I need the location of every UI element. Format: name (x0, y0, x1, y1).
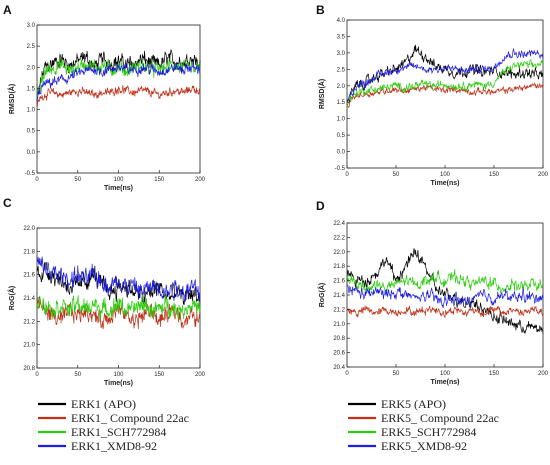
chart-panel-d: D 0 50 100 150 200 20.4 20.6 20.8 21.0 21.2 21.4 21.… (316, 199, 549, 386)
y-tick-label: 22.0 (23, 226, 35, 232)
series-line (36, 49, 201, 102)
y-axis-title: RMSD(Å) (7, 84, 16, 114)
y-tick-label: 22.2 (333, 235, 345, 241)
legend-label: ERK1_SCH772984 (71, 425, 166, 439)
y-tick-label: 2.5 (337, 67, 346, 73)
x-tick-label: 0 (345, 371, 349, 377)
series-line (36, 256, 201, 302)
y-tick-label: -0.5 (335, 166, 346, 172)
legend-label: ERK1_ Compound 22ac (71, 411, 189, 425)
series-line (346, 58, 544, 107)
x-tick-label: 50 (393, 172, 400, 178)
x-tick-label: 200 (195, 177, 206, 183)
x-tick-label: 100 (440, 172, 451, 178)
x-tick-label: 200 (538, 172, 549, 178)
x-tick-label: 50 (74, 177, 81, 183)
legend-label: ERK1_XMD8-92 (71, 439, 157, 453)
x-axis-title: Time(ns) (104, 380, 133, 387)
y-tick-label: 0.5 (337, 133, 346, 139)
y-tick-label: 4.0 (337, 18, 346, 24)
y-tick-label: -0.5 (25, 171, 36, 177)
legend-label: ERK5_XMD8-92 (381, 439, 467, 453)
y-tick-label: 0.5 (27, 129, 36, 135)
legend-label: ERK5_SCH772984 (381, 425, 476, 439)
x-tick-label: 50 (393, 371, 400, 377)
y-tick-label: 1.0 (337, 117, 346, 123)
y-tick-label: 2.0 (27, 65, 36, 71)
y-tick-label: 1.5 (337, 100, 346, 106)
legend-1: ERK1 (APO)ERK1_ Compound 22acERK1_SCH772… (38, 397, 189, 453)
y-tick-label: 1.5 (27, 86, 36, 92)
series-line (36, 85, 201, 107)
legend-label: ERK5 (APO) (381, 397, 446, 411)
x-tick-label: 150 (154, 177, 165, 183)
series-line (36, 57, 201, 99)
y-tick-label: 3.5 (337, 34, 346, 40)
y-tick-label: 3.0 (27, 23, 36, 29)
series-line (36, 295, 201, 321)
y-tick-label: 21.6 (23, 273, 35, 279)
x-tick-label: 150 (489, 172, 500, 178)
panel-letter: D (316, 199, 325, 213)
series-line (346, 82, 544, 109)
series-line (36, 61, 201, 102)
series-line (346, 47, 544, 102)
x-tick-label: 100 (113, 372, 124, 378)
x-tick-label: 100 (440, 371, 451, 377)
y-tick-label: 21.2 (23, 319, 35, 325)
series-line (346, 305, 544, 318)
chart-panel-a: A 0 50 100 150 200 -0.5 0.0 0.5 1.0 1.5 2.0 2.5 3.0 Ti… (3, 3, 206, 192)
x-tick-label: 0 (345, 172, 349, 178)
y-tick-label: 20.8 (333, 336, 345, 342)
panel-letter: B (316, 3, 325, 17)
y-tick-label: 21.8 (333, 264, 345, 270)
y-tick-label: 21.0 (333, 322, 345, 328)
series-line (346, 283, 544, 309)
y-tick-label: 21.8 (23, 249, 35, 255)
y-tick-label: 2.0 (337, 84, 346, 90)
panel-letter: A (3, 3, 12, 17)
y-axis-title: RoG(Å) (317, 283, 326, 308)
x-tick-label: 50 (74, 372, 81, 378)
y-tick-label: 0.0 (27, 150, 36, 156)
y-tick-label: 20.6 (333, 351, 345, 357)
y-tick-label: 22.0 (333, 250, 345, 256)
y-tick-label: 20.8 (23, 366, 35, 372)
x-tick-label: 200 (195, 372, 206, 378)
y-tick-label: 21.4 (333, 293, 345, 299)
y-axis-title: RMSD(Å) (317, 79, 326, 109)
x-axis-title: Time(ns) (104, 185, 133, 192)
legend-label: ERK1 (APO) (71, 397, 136, 411)
x-tick-label: 150 (154, 372, 165, 378)
x-tick-label: 200 (538, 371, 549, 377)
y-tick-label: 20.4 (333, 365, 345, 371)
y-tick-label: 2.5 (27, 44, 36, 50)
x-tick-label: 100 (113, 177, 124, 183)
y-tick-label: 21.4 (23, 296, 35, 302)
chart-panel-c: C 0 50 100 150 200 20.8 21.0 21.2 21.4 21.6 21.8 22.… (3, 196, 206, 387)
y-axis-title: RoG(Å) (7, 286, 16, 311)
y-tick-label: 21.6 (333, 279, 345, 285)
y-tick-label: 3.0 (337, 51, 346, 57)
y-tick-label: 21.2 (333, 307, 345, 313)
x-axis-title: Time(ns) (430, 180, 459, 187)
legend-2: ERK5 (APO)ERK5_ Compound 22acERK5_SCH772… (348, 397, 499, 453)
x-tick-label: 150 (489, 371, 500, 377)
y-tick-label: 1.0 (27, 108, 36, 114)
panel-letter: C (3, 196, 12, 210)
x-tick-label: 0 (35, 177, 39, 183)
x-tick-label: 0 (35, 372, 39, 378)
y-tick-label: 22.4 (333, 221, 345, 227)
chart-panel-b: B 0 50 100 150 200 -0.5 0.0 0.5 1.0 1.5 2.0 2.5 3.0 3.… (316, 3, 549, 187)
series-line (346, 269, 544, 294)
y-tick-label: 21.0 (23, 343, 35, 349)
legend-label: ERK5_ Compound 22ac (381, 411, 499, 425)
x-axis-title: Time(ns) (430, 379, 459, 386)
y-tick-label: 0.0 (337, 150, 346, 156)
